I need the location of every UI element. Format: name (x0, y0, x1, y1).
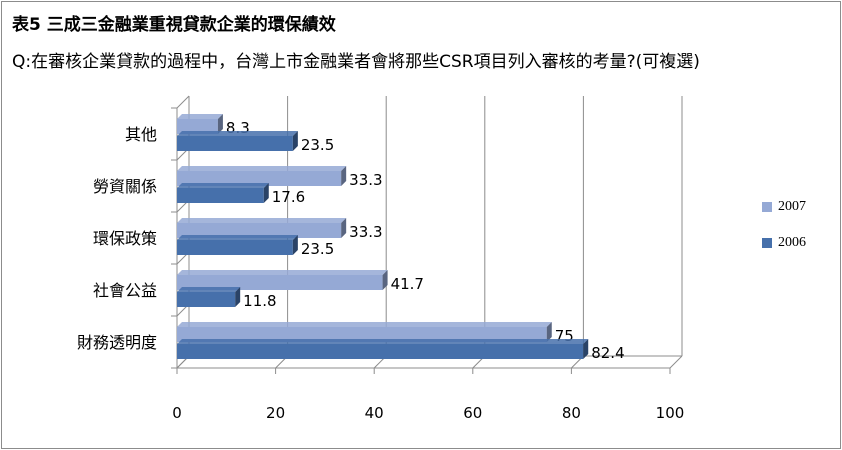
bar-2007 (177, 275, 383, 290)
x-tick-label: 80 (562, 404, 581, 422)
bar-side-face (292, 131, 298, 151)
bar-side-face (341, 218, 347, 238)
bar-top-face (177, 114, 223, 119)
bar-side-face (546, 322, 552, 342)
x-tick-label: 0 (172, 404, 182, 422)
chart-subtitle: Q:在審核企業貸款的過程中，台灣上市金融業者會將那些CSR項目列入審核的考量?(… (12, 52, 700, 72)
x-tick-label: 20 (266, 404, 285, 422)
x-tick-label: 40 (365, 404, 384, 422)
floor-line (669, 355, 683, 369)
bar-side-face (263, 183, 269, 203)
bar-side-face (235, 287, 241, 307)
legend-item-2006: 2006 (762, 232, 806, 254)
legend-item-2007: 2007 (762, 196, 806, 218)
data-label-2006: 17.6 (272, 188, 305, 206)
bar-2007 (177, 327, 547, 342)
legend-label-2006: 2006 (778, 235, 806, 250)
bar-2007 (177, 119, 218, 134)
bar-side-face (292, 235, 298, 255)
data-label-2007: 33.3 (349, 171, 382, 189)
chart-title: 表5 三成三金融業重視貸款企業的環保績效 (12, 15, 336, 35)
bar-2006 (177, 188, 264, 203)
bar-top-face (177, 339, 589, 344)
bar-top-face (177, 166, 347, 171)
category-label: 勞資關係 (93, 177, 157, 196)
side-wall-line (176, 95, 190, 109)
bar-2006 (177, 344, 584, 359)
category-label: 社會公益 (93, 281, 157, 300)
category-label: 財務透明度 (77, 333, 157, 352)
data-label-2006: 23.5 (301, 240, 334, 258)
data-label-2006: 82.4 (591, 344, 624, 362)
bar-top-face (177, 183, 269, 188)
data-label-2007: 33.3 (349, 223, 382, 241)
bar-top-face (177, 287, 241, 292)
bar-side-face (217, 114, 223, 134)
legend-swatch-2006 (762, 238, 772, 248)
legend-swatch-2007 (762, 202, 772, 212)
bar-side-face (583, 339, 589, 359)
bar-2007 (177, 223, 342, 238)
bar-top-face (177, 270, 388, 275)
x-tick-label: 60 (463, 404, 482, 422)
bar-2007 (177, 171, 342, 186)
chart-legend: 2007 2006 (762, 196, 806, 268)
bar-top-face (177, 322, 552, 327)
bar-top-face (177, 131, 298, 136)
bar-side-face (382, 270, 388, 290)
bar-2006 (177, 240, 293, 255)
data-label-2006: 11.8 (243, 292, 276, 310)
data-label-2006: 23.5 (301, 136, 334, 154)
bar-top-face (177, 218, 347, 223)
data-label-2007: 41.7 (391, 275, 424, 293)
bar-2006 (177, 136, 293, 151)
legend-label-2007: 2007 (778, 199, 806, 214)
x-tick-label: 100 (656, 404, 685, 422)
category-label: 環保政策 (93, 229, 157, 248)
bar-2006 (177, 292, 236, 307)
category-label: 其他 (125, 125, 157, 144)
bar-top-face (177, 235, 298, 240)
bar-side-face (341, 166, 347, 186)
